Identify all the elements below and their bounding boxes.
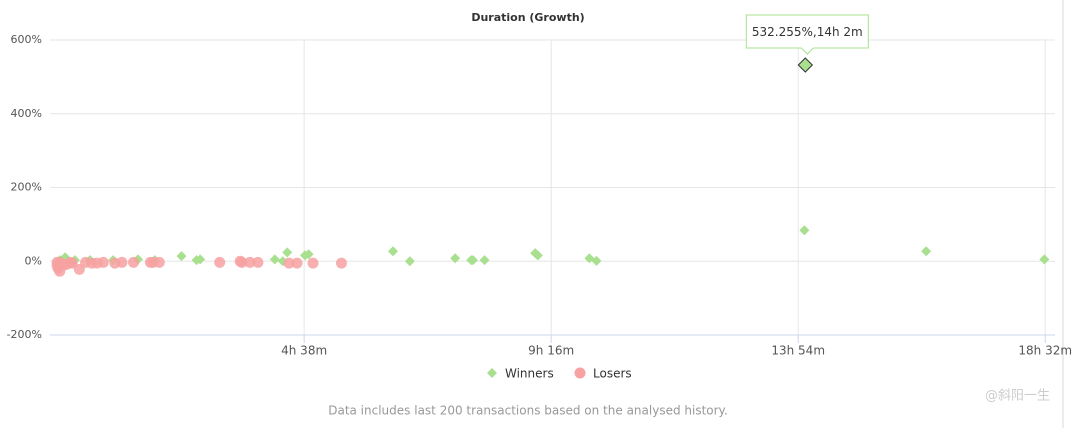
point: [54, 256, 66, 268]
footnote: Data includes last 200 transactions base…: [328, 404, 728, 418]
x-tick-label: 13h 54m: [771, 344, 825, 358]
point: [387, 246, 398, 257]
watermark: @斜阳一生: [985, 389, 1050, 404]
chart-title: Duration (Growth): [471, 11, 584, 24]
point: [64, 256, 76, 268]
point: [799, 225, 810, 236]
point: [479, 255, 490, 266]
point: [591, 255, 602, 266]
y-tick-label: 400%: [11, 107, 42, 120]
y-tick-label: 600%: [11, 33, 42, 46]
series-1: [51, 255, 347, 277]
point: [283, 257, 295, 269]
point: [153, 256, 165, 268]
point: [282, 247, 293, 258]
point: [252, 256, 264, 268]
x-tick-label: 9h 16m: [528, 344, 574, 358]
point: [307, 257, 319, 269]
point: [269, 254, 280, 265]
point: [128, 256, 140, 268]
legend-label: Losers: [593, 367, 632, 381]
point: [195, 254, 206, 265]
legend-marker: [487, 368, 497, 378]
series-0: [54, 57, 1050, 267]
legend-label: Winners: [505, 367, 554, 381]
point: [1039, 254, 1050, 265]
y-tick-label: -200%: [7, 328, 42, 341]
point: [244, 256, 256, 268]
point: [303, 249, 314, 260]
point: [214, 256, 226, 268]
point: [176, 251, 187, 262]
x-tick-label: 18h 32m: [1018, 344, 1072, 358]
point: [404, 256, 415, 267]
point: [97, 256, 109, 268]
legend-marker: [574, 367, 586, 379]
point: [291, 257, 303, 269]
point: [921, 246, 932, 257]
point: [335, 257, 347, 269]
y-tick-label: 200%: [11, 181, 42, 194]
point: [532, 250, 543, 261]
tooltip-text: 532.255%,14h 2m: [752, 25, 863, 39]
point: [797, 57, 814, 73]
point: [467, 255, 478, 266]
point: [236, 256, 248, 268]
point: [450, 253, 461, 264]
point: [116, 256, 128, 268]
y-tick-label: 0%: [25, 254, 42, 267]
tooltip-box: [745, 14, 869, 55]
x-tick-label: 4h 38m: [281, 344, 327, 358]
